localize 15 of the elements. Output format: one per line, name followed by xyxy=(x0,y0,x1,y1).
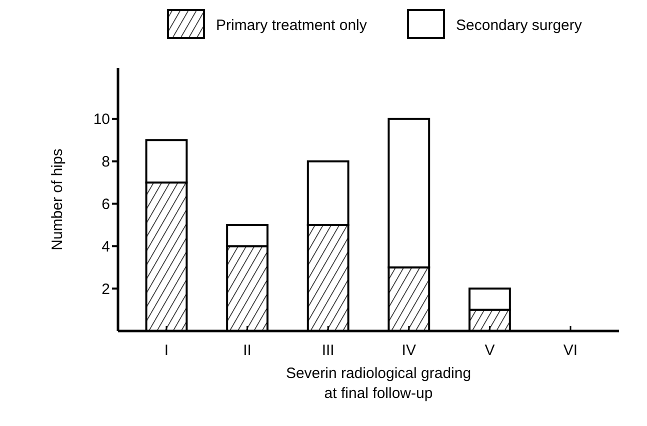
y-tick-label: 6 xyxy=(102,196,110,213)
y-tick-label: 4 xyxy=(102,238,110,256)
x-tick-label: VI xyxy=(563,342,578,359)
x-tick-label: IV xyxy=(402,342,416,359)
legend-label: Secondary surgery xyxy=(456,17,582,34)
y-tick-label: 8 xyxy=(102,154,110,171)
legend-label: Primary treatment only xyxy=(216,17,368,34)
x-axis-title: Severin radiological grading at final follow-up xyxy=(286,365,472,402)
y-tick-label: 2 xyxy=(102,280,110,298)
x-tick-label: II xyxy=(243,342,252,359)
x-tick-label: V xyxy=(484,342,495,359)
y-tick-label: 10 xyxy=(93,111,110,128)
y-axis-title: Number of hips xyxy=(49,148,66,250)
x-tick-label: I xyxy=(164,342,169,359)
x-tick-label: III xyxy=(322,342,334,359)
